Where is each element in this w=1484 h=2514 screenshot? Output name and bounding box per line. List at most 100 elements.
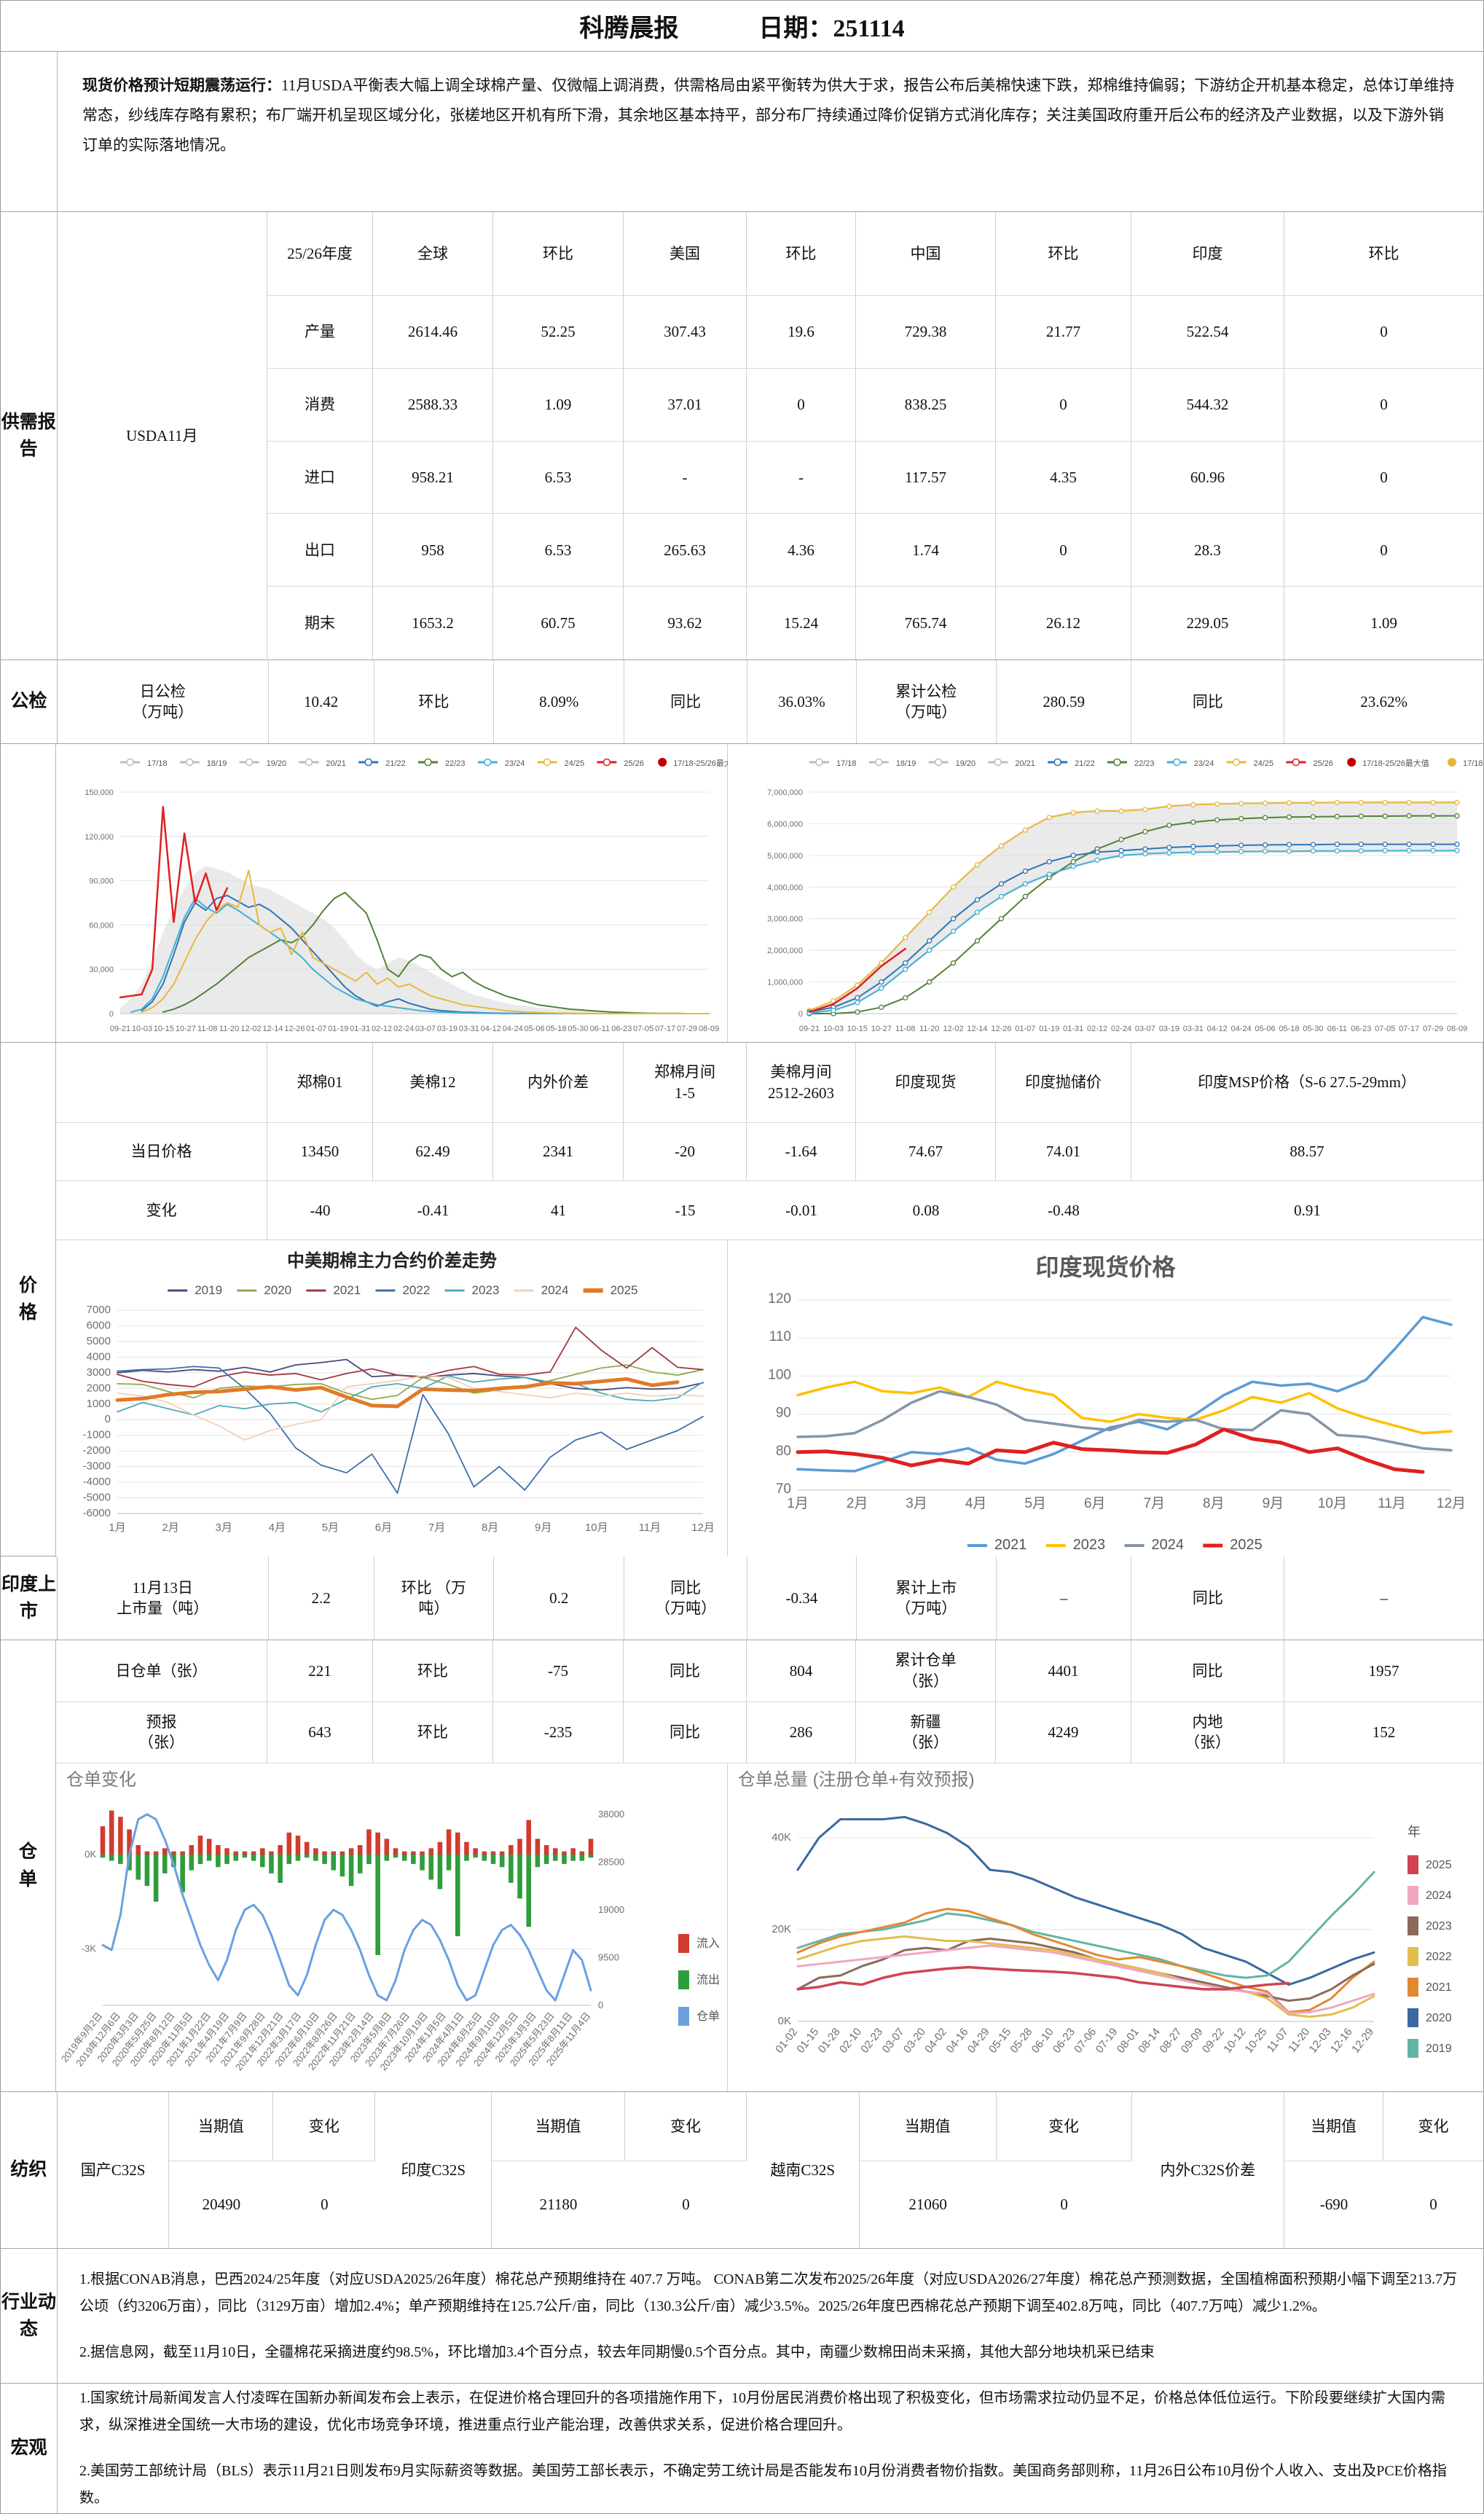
svg-text:04-29: 04-29 [965, 2026, 992, 2056]
svg-text:0: 0 [105, 1413, 111, 1425]
price-charts-row: 7000 6000 5000 4000 3000 2000 1000 0 -1000 -2000 -… [56, 1240, 1483, 1556]
summary-gutter [1, 52, 58, 211]
svg-text:4月: 4月 [965, 1496, 987, 1511]
svg-text:7月: 7月 [1143, 1496, 1165, 1511]
india-listing-cell: 累计上市 （万吨） [857, 1556, 997, 1640]
svg-text:9月: 9月 [1263, 1496, 1284, 1511]
svg-text:1月: 1月 [787, 1496, 809, 1511]
industry-section-label: 行业动 态 [1, 2249, 58, 2383]
svg-text:2020: 2020 [264, 1283, 291, 1297]
warehouse-cell: 4249 [996, 1702, 1131, 1763]
svg-text:07-29: 07-29 [1423, 1025, 1443, 1033]
svg-text:05-06: 05-06 [1255, 1025, 1276, 1033]
price-cell: -0.41 [417, 1201, 449, 1219]
india-listing-section-label: 印度上 市 [1, 1556, 58, 1640]
svg-text:4月: 4月 [269, 1522, 286, 1534]
svg-text:10-25: 10-25 [1243, 2026, 1270, 2056]
svg-text:08-09: 08-09 [1447, 1025, 1467, 1033]
svg-text:120,000: 120,000 [85, 833, 114, 842]
svg-text:11-20: 11-20 [219, 1025, 239, 1033]
svg-text:11-07: 11-07 [1265, 2026, 1291, 2055]
svg-text:20/21: 20/21 [326, 759, 346, 768]
svg-text:10-27: 10-27 [871, 1025, 892, 1033]
svg-text:10-15: 10-15 [847, 1025, 868, 1033]
svg-text:5000: 5000 [87, 1335, 111, 1347]
svg-text:05-15: 05-15 [986, 2026, 1013, 2056]
supply-cell: 838.25 [856, 368, 996, 441]
supply-row-label: 期末 [267, 587, 373, 660]
textile-value: 20490 [202, 2196, 241, 2214]
svg-text:2022: 2022 [402, 1283, 430, 1297]
supply-col-header: 环比 [996, 212, 1131, 295]
supply-col-header: 美国 [624, 212, 747, 295]
supply-row-import: 进口 958.21 6.53 - - 117.57 4.35 60.96 0 [267, 441, 1483, 514]
svg-text:07-17: 07-17 [655, 1025, 675, 1033]
price-cell: -0.01 [785, 1201, 817, 1219]
svg-text:10-03: 10-03 [823, 1025, 844, 1033]
india-spot-chart-panel: 70 80 90 100 110 120 1月 2月 3月 4月 5月 6月 7月 8月 9月 10月 11月 1… [728, 1240, 1483, 1556]
textile-group-name: 越南C32S [747, 2092, 860, 2249]
svg-text:70: 70 [776, 1481, 791, 1497]
textile-group-name: 内外C32S价差 [1132, 2092, 1284, 2249]
supply-cell: 21.77 [996, 295, 1131, 368]
svg-text:120: 120 [768, 1291, 791, 1307]
inspection-charts-row: 0 30,000 60,000 90,000 120,000 150,000 09-21 10… [1, 744, 1483, 1043]
inspection-cell: 10.42 [269, 660, 374, 743]
supply-cell: 958 [373, 514, 493, 587]
supply-cell: 15.24 [747, 587, 856, 660]
price-cell: 74.67 [856, 1123, 996, 1181]
svg-text:7月: 7月 [428, 1522, 445, 1534]
svg-text:07-05: 07-05 [633, 1025, 653, 1033]
warehouse-change-chart: 0K-3K380002850019000950002019年9月2日2019年1… [59, 1770, 720, 2072]
supply-cell: 958.21 [373, 441, 493, 514]
svg-text:02-12: 02-12 [372, 1025, 392, 1033]
svg-text:12-03: 12-03 [1307, 2026, 1334, 2056]
svg-text:20/21: 20/21 [1015, 759, 1035, 768]
svg-text:07-05: 07-05 [1375, 1025, 1395, 1033]
supply-cell: 0 [1380, 395, 1388, 413]
svg-text:40K: 40K [772, 1831, 791, 1844]
svg-text:11月: 11月 [1378, 1496, 1406, 1511]
svg-text:12-14: 12-14 [967, 1025, 987, 1033]
svg-text:01-28: 01-28 [816, 2026, 843, 2056]
macro-text: 1.国家统计局新闻发言人付凌晖在国新办新闻发布会上表示，在促进价格合理回升的各项… [58, 2384, 1483, 2513]
supply-cell: 93.62 [624, 587, 747, 660]
price-cell: 0.91 [1294, 1201, 1321, 1219]
supply-cell: 2588.33 [373, 368, 493, 441]
supply-col-header: 全球 [373, 212, 493, 295]
warehouse-charts-row: 0K -3K 38000 28500 19000 9500 0 2019年9月2日 2019年1… [56, 1763, 1483, 2091]
svg-text:07-29: 07-29 [677, 1025, 697, 1033]
svg-text:2025: 2025 [611, 1283, 638, 1297]
supply-cell: 52.25 [493, 295, 624, 368]
textile-col-header: 当期值 [859, 2092, 997, 2161]
india-listing-section: 印度上 市 11月13日 上市量（吨） 2.2 环比 （万 吨） 0.2 同比 … [1, 1556, 1483, 1640]
svg-text:6,000,000: 6,000,000 [767, 820, 803, 829]
svg-text:11-08: 11-08 [197, 1025, 217, 1033]
warehouse-cell: 1957 [1368, 1661, 1399, 1680]
svg-text:12-02: 12-02 [943, 1025, 963, 1033]
india-listing-cell: 0.2 [494, 1556, 625, 1640]
svg-text:02-10: 02-10 [837, 2026, 864, 2056]
supply-cell: 307.43 [624, 295, 747, 368]
svg-text:04-24: 04-24 [503, 1025, 523, 1033]
supply-cell: 729.38 [856, 295, 996, 368]
svg-text:2000: 2000 [87, 1382, 111, 1394]
svg-text:11月: 11月 [639, 1522, 661, 1534]
supply-cell: 28.3 [1131, 514, 1284, 587]
supply-cell: 0 [996, 514, 1131, 587]
svg-text:02-24: 02-24 [393, 1025, 414, 1033]
svg-text:9500: 9500 [598, 1951, 619, 1962]
textile-value: -690 [1319, 2196, 1348, 2214]
textile-col-header: 当期值 [169, 2092, 274, 2161]
supply-cell: - [624, 441, 747, 514]
textile-value: 0 [682, 2196, 690, 2214]
svg-text:4,000,000: 4,000,000 [767, 883, 803, 892]
svg-text:12月: 12月 [1437, 1496, 1466, 1511]
svg-text:2025: 2025 [1230, 1537, 1263, 1553]
supply-cell: 1.09 [1370, 614, 1397, 632]
svg-text:11-20: 11-20 [1286, 2026, 1312, 2055]
industry-item: 1.根据CONAB消息，巴西2024/25年度（对应USDA2025/26年度）… [79, 2271, 1458, 2314]
svg-text:09-22: 09-22 [1200, 2026, 1227, 2056]
